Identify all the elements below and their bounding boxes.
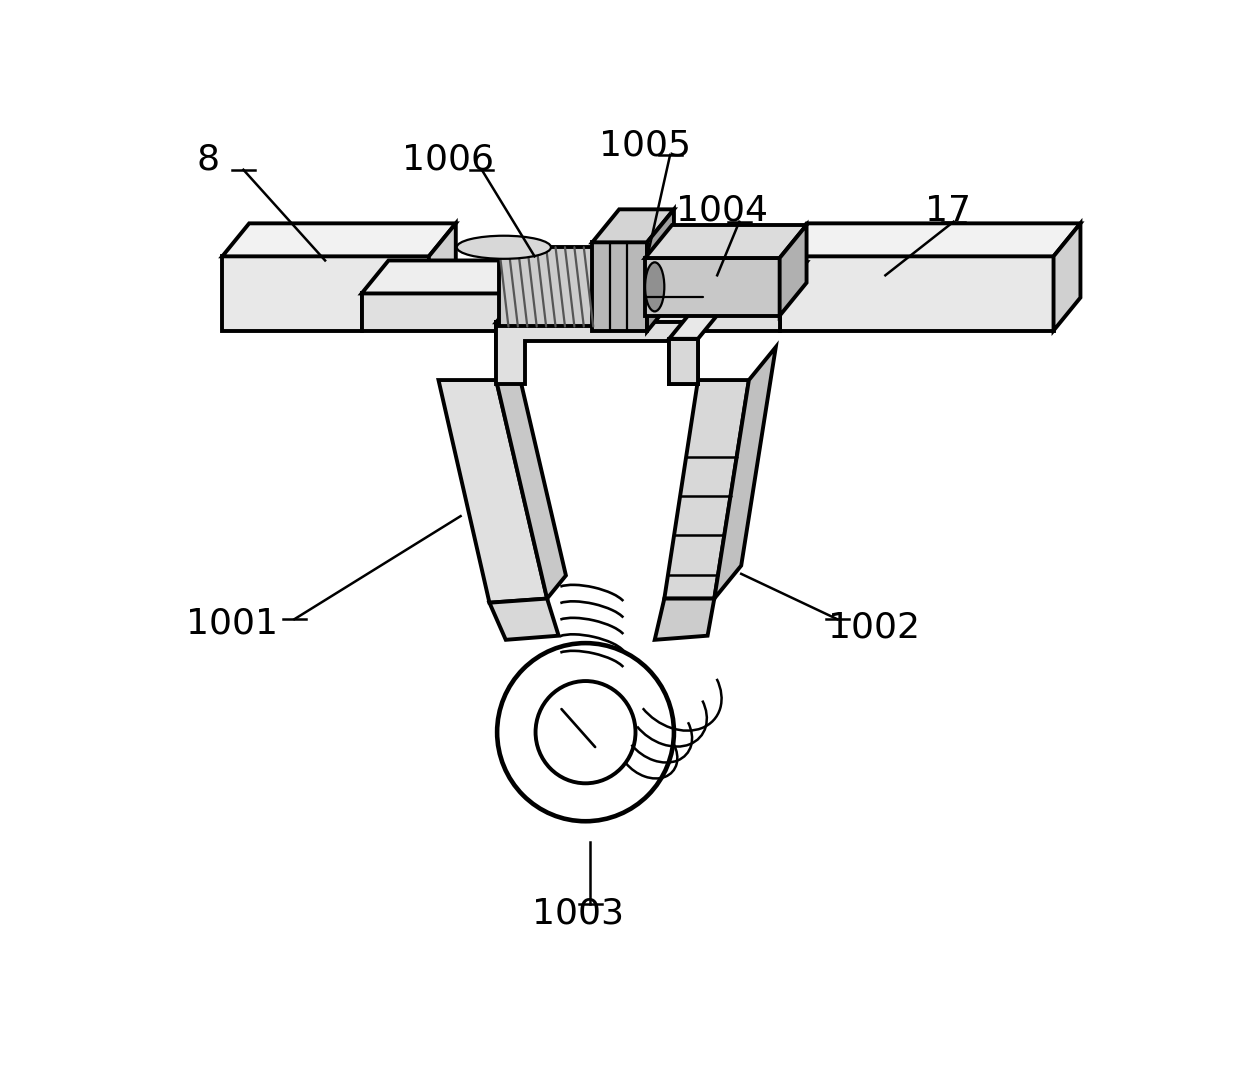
Text: 1001: 1001 bbox=[186, 606, 278, 640]
Ellipse shape bbox=[456, 236, 551, 259]
Text: 17: 17 bbox=[925, 194, 971, 228]
Text: 1002: 1002 bbox=[828, 610, 920, 645]
Text: 1003: 1003 bbox=[532, 896, 624, 931]
Text: 1006: 1006 bbox=[402, 142, 494, 176]
Polygon shape bbox=[670, 338, 698, 384]
Polygon shape bbox=[645, 225, 806, 258]
Polygon shape bbox=[498, 247, 593, 327]
Polygon shape bbox=[645, 258, 780, 316]
Polygon shape bbox=[496, 322, 698, 384]
Ellipse shape bbox=[536, 681, 635, 783]
Polygon shape bbox=[496, 322, 521, 367]
Polygon shape bbox=[780, 224, 1080, 256]
Ellipse shape bbox=[497, 643, 675, 821]
Polygon shape bbox=[714, 347, 776, 599]
Polygon shape bbox=[496, 289, 725, 322]
Polygon shape bbox=[655, 599, 714, 639]
Polygon shape bbox=[222, 224, 456, 256]
Text: 1004: 1004 bbox=[676, 194, 768, 228]
Polygon shape bbox=[670, 306, 725, 338]
Polygon shape bbox=[682, 262, 806, 296]
Polygon shape bbox=[362, 293, 506, 331]
Polygon shape bbox=[439, 380, 547, 603]
Polygon shape bbox=[647, 209, 675, 331]
Polygon shape bbox=[780, 256, 1054, 331]
Polygon shape bbox=[593, 209, 675, 242]
Text: 8: 8 bbox=[196, 142, 219, 176]
Polygon shape bbox=[665, 380, 749, 599]
Text: 1005: 1005 bbox=[599, 129, 691, 162]
Polygon shape bbox=[506, 260, 533, 331]
Polygon shape bbox=[496, 357, 565, 599]
Polygon shape bbox=[362, 260, 533, 293]
Polygon shape bbox=[593, 242, 647, 331]
Polygon shape bbox=[222, 256, 429, 331]
Polygon shape bbox=[780, 225, 806, 316]
Polygon shape bbox=[1054, 224, 1080, 331]
Polygon shape bbox=[429, 224, 456, 293]
Polygon shape bbox=[682, 296, 780, 331]
Polygon shape bbox=[490, 599, 558, 639]
Ellipse shape bbox=[645, 262, 665, 312]
